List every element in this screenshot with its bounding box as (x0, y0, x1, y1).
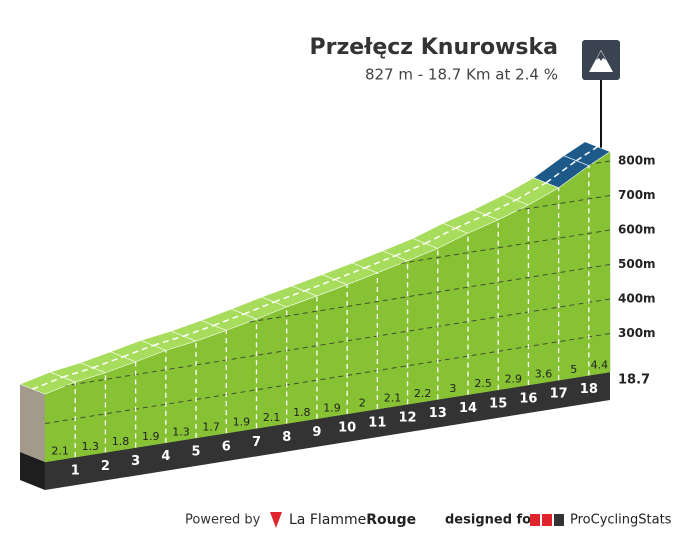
x-tick-label: 7 (252, 435, 261, 450)
pcs-logo (554, 514, 564, 526)
footer: Powered by La FlammeRouge designed for P… (185, 512, 672, 528)
x-tick-label: 14 (459, 401, 477, 416)
value-label: 3.6 (535, 368, 553, 381)
segment-face (316, 284, 348, 419)
segment-face (467, 219, 499, 395)
segment-face (558, 165, 590, 381)
x-tick-label: 1 (71, 464, 80, 479)
x-tick-label: 16 (519, 391, 537, 406)
top-dash (243, 301, 275, 315)
top-dash (304, 278, 335, 292)
segment-face (497, 204, 529, 391)
chart-title: Przełęcz Knurowska (309, 35, 558, 60)
top-dash (213, 313, 245, 327)
top-dash (455, 214, 487, 229)
top-dash (32, 376, 63, 390)
y-tick-label: 500m (618, 257, 656, 271)
value-label: 3 (449, 382, 456, 395)
value-label: 1.3 (172, 425, 190, 438)
pcs-logo (530, 514, 540, 526)
x-tick-label: 18 (580, 382, 598, 397)
value-label: 2.1 (384, 392, 402, 405)
value-label: 1.9 (142, 430, 160, 443)
value-label: 2 (359, 396, 366, 409)
top-dash (424, 227, 456, 245)
value-label: 2.1 (51, 445, 69, 458)
value-label: 1.3 (82, 440, 100, 453)
top-dash (394, 242, 426, 257)
y-tick-label: 300m (618, 326, 656, 340)
x-tick-label: 2 (101, 459, 110, 474)
x-tick-label: 10 (338, 420, 356, 435)
top-dash (183, 324, 215, 337)
footer-brand-a: La Flamme (289, 512, 366, 528)
segment-face (407, 248, 439, 405)
value-label: 1.9 (323, 401, 341, 414)
footer-text: Powered by (185, 513, 261, 528)
segment-face (286, 295, 318, 424)
x-tick-label: 12 (399, 411, 417, 426)
x-tick-label: 5 (192, 444, 201, 459)
value-label: 4.4 (591, 359, 609, 372)
y-tick-label: 400m (618, 292, 656, 306)
top-dash (515, 182, 547, 201)
value-label: 2.2 (414, 387, 432, 400)
segment-face (588, 151, 611, 376)
top-dash (364, 255, 396, 269)
x-tick-label: 9 (312, 425, 321, 440)
value-label: 5 (570, 363, 577, 376)
segment-face (377, 260, 408, 410)
top-dash (545, 160, 577, 184)
x-tick-label: 13 (429, 406, 447, 421)
top-dash (485, 199, 517, 216)
value-label: 1.8 (293, 406, 311, 419)
value-label: 1.9 (233, 416, 251, 429)
side-face (20, 384, 45, 462)
top-dash (122, 344, 154, 358)
footer-brand: La FlammeRouge (289, 512, 416, 528)
segment-face (346, 272, 378, 415)
base-band (45, 372, 610, 490)
value-label: 1.7 (202, 421, 220, 434)
y-tick-label: 700m (618, 188, 656, 202)
footer-pcs: ProCyclingStats (570, 513, 672, 528)
top-dash (575, 146, 598, 162)
x-tick-label: 3 (131, 454, 140, 469)
x-tick-label: 15 (489, 396, 507, 411)
y-tick-label: 600m (618, 223, 656, 237)
lfr-logo (270, 512, 282, 528)
y-tick-label: 800m (618, 154, 656, 168)
x-tick-label: 6 (222, 440, 231, 455)
value-label: 2.9 (505, 372, 523, 385)
x-tick-label: 18.7 (618, 373, 650, 388)
value-label: 2.5 (474, 377, 492, 390)
x-tick-label: 8 (282, 430, 291, 445)
top-dash (334, 267, 366, 281)
base-band-side (20, 452, 45, 490)
top-dash (62, 367, 94, 378)
value-label: 1.8 (112, 435, 130, 448)
segment-face (528, 187, 559, 386)
x-tick-label: 11 (368, 416, 386, 431)
x-tick-label: 17 (550, 387, 568, 402)
value-label: 2.1 (263, 411, 281, 424)
pcs-logo (542, 514, 552, 526)
chart-subtitle: 827 m - 18.7 Km at 2.4 % (365, 66, 558, 84)
x-tick-label: 4 (161, 449, 170, 464)
summit-icon-snow (596, 51, 606, 61)
footer-text: designed for (445, 513, 538, 528)
segment-face (437, 232, 469, 400)
top-dash (153, 335, 184, 347)
top-dash (273, 290, 305, 303)
top-dash (92, 356, 124, 369)
footer-brand-b: Rouge (366, 512, 416, 528)
